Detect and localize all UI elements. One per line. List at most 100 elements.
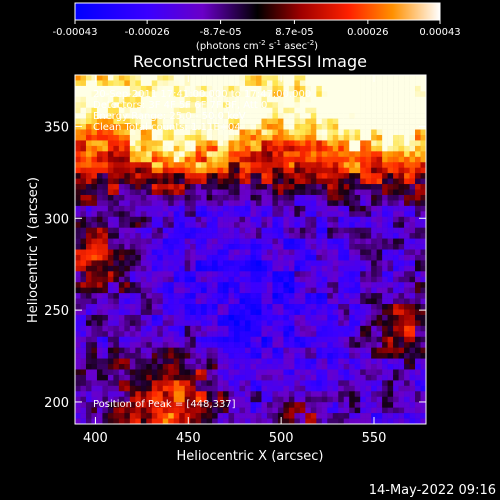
heatmap-cell (283, 413, 290, 419)
heatmap-cell (113, 118, 120, 125)
heatmap-cell (266, 293, 273, 299)
heatmap-cell (343, 374, 350, 381)
heatmap-cell (91, 91, 98, 98)
heatmap-cell (239, 293, 246, 299)
heatmap-cell (206, 227, 213, 234)
heatmap-cell (223, 102, 229, 109)
heatmap-cell (107, 238, 114, 245)
heatmap-cell (343, 178, 350, 185)
heatmap-cell (316, 402, 323, 408)
heatmap-cell (129, 320, 136, 327)
heatmap-cell (124, 249, 131, 256)
heatmap-cell (85, 331, 92, 338)
heatmap-cell (332, 184, 339, 190)
heatmap-cell (316, 118, 323, 125)
heatmap-cell (91, 194, 98, 201)
heatmap-cell (146, 380, 153, 387)
heatmap-cell (398, 173, 405, 179)
heatmap-cell (299, 293, 306, 299)
heatmap-cell (266, 194, 273, 201)
heatmap-cell (239, 244, 246, 250)
heatmap-cell (223, 298, 229, 305)
heatmap-cell (129, 113, 136, 119)
heatmap-cell (404, 402, 410, 408)
heatmap-cell (184, 118, 191, 125)
heatmap-cell (277, 298, 284, 305)
heatmap-cell (294, 396, 301, 403)
heatmap-cell (162, 347, 169, 354)
heatmap-cell (277, 194, 284, 201)
heatmap-cell (212, 331, 218, 338)
heatmap-cell (371, 249, 377, 256)
heatmap-cell (283, 364, 290, 370)
heatmap-cell (75, 200, 81, 207)
heatmap-cell (75, 124, 81, 130)
heatmap-cell (179, 309, 185, 316)
heatmap-cell (157, 151, 164, 158)
heatmap-cell (277, 200, 284, 207)
heatmap-cell (96, 402, 103, 408)
heatmap-cell (107, 124, 114, 130)
heatmap-cell (360, 407, 366, 414)
heatmap-cell (206, 271, 213, 278)
heatmap-cell (228, 271, 235, 278)
heatmap-cell (382, 380, 388, 387)
heatmap-cell (102, 91, 109, 98)
heatmap-cell (91, 113, 98, 119)
heatmap-cell (349, 309, 355, 316)
heatmap-cell (398, 325, 405, 332)
heatmap-cell (113, 249, 120, 256)
heatmap-cell (234, 402, 240, 408)
heatmap-cell (371, 167, 377, 174)
heatmap-cell (365, 325, 372, 332)
heatmap-cell (283, 298, 290, 305)
heatmap-cell (190, 151, 196, 158)
heatmap-cell (107, 396, 114, 403)
heatmap-cell (365, 145, 372, 152)
heatmap-cell (129, 85, 136, 92)
heatmap-cell (91, 129, 98, 136)
heatmap-cell (129, 276, 136, 283)
heatmap-cell (135, 265, 142, 272)
heatmap-cell (382, 254, 388, 261)
heatmap-cell (272, 118, 279, 125)
heatmap-cell (404, 418, 410, 425)
heatmap-cell (102, 265, 109, 272)
heatmap-cell (85, 162, 92, 168)
heatmap-cell (288, 75, 295, 81)
heatmap-cell (283, 244, 290, 250)
heatmap-cell (321, 249, 328, 256)
heatmap-cell (393, 304, 399, 310)
heatmap-cell (135, 271, 142, 278)
heatmap-cell (239, 325, 246, 332)
heatmap-cell (96, 167, 103, 174)
heatmap-cell (299, 184, 306, 190)
heatmap-cell (387, 249, 394, 256)
heatmap-cell (75, 140, 81, 147)
heatmap-cell (294, 91, 301, 98)
heatmap-cell (272, 140, 279, 147)
heatmap-cell (294, 102, 301, 109)
heatmap-cell (266, 260, 273, 267)
heatmap-cell (168, 238, 175, 245)
heatmap-cell (75, 194, 81, 201)
heatmap-cell (239, 254, 246, 261)
heatmap-cell (349, 156, 355, 163)
heatmap-cell (371, 233, 377, 239)
heatmap-cell (327, 254, 334, 261)
heatmap-cell (75, 167, 81, 174)
heatmap-cell (179, 342, 185, 348)
heatmap-cell (118, 391, 125, 398)
heatmap-cell (107, 309, 114, 316)
heatmap-cell (310, 385, 317, 392)
heatmap-cell (387, 189, 394, 196)
heatmap-cell (113, 140, 120, 147)
heatmap-cell (305, 413, 312, 419)
heatmap-cell (124, 380, 131, 387)
heatmap-cell (338, 222, 345, 228)
heatmap-cell (80, 124, 87, 130)
heatmap-cell (212, 227, 218, 234)
heatmap-cell (96, 91, 103, 98)
heatmap-cell (157, 325, 164, 332)
heatmap-cell (135, 233, 142, 239)
